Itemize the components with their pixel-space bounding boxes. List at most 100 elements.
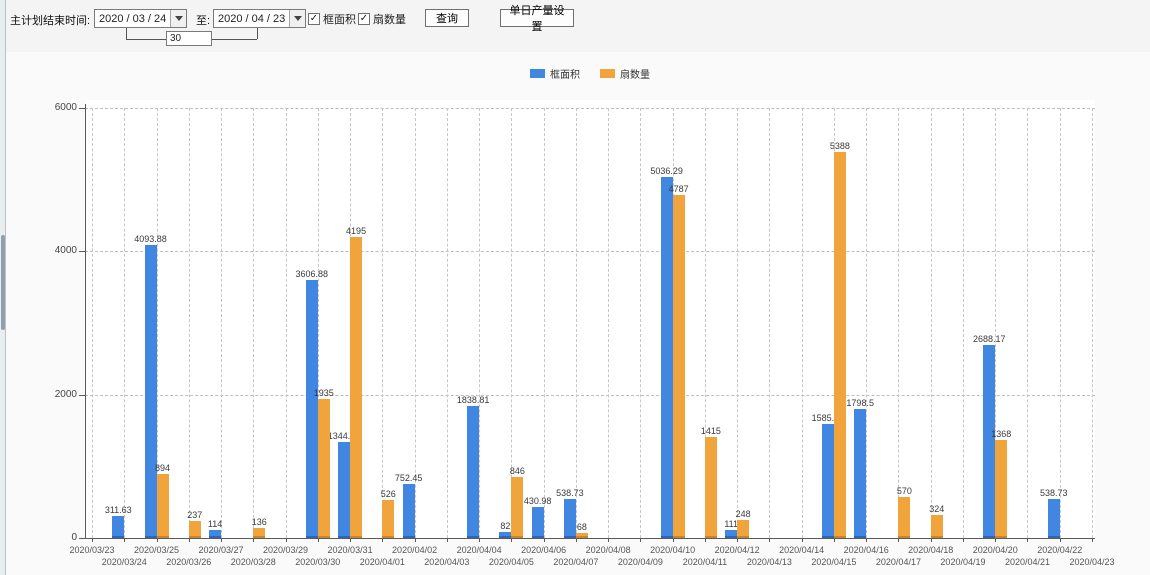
x-axis-tick [285,538,287,542]
gridline-vertical [317,108,319,538]
bar-frame-area [660,177,673,538]
checkbox-sash-count-label: 扇数量 [373,14,406,26]
connector-line [126,28,127,39]
x-axis-tick [414,538,416,542]
x-axis-tick [769,538,771,542]
gridline-vertical [769,108,771,538]
date-from-picker[interactable]: 2020 / 03 / 24 [94,9,187,28]
x-axis-label: 2020/03/23 [69,545,115,555]
bar-sash-count [930,514,943,538]
date-from-dropdown-button[interactable] [170,10,186,27]
bar-sash-count [995,439,1008,538]
x-axis-label: 2020/04/16 [843,545,889,555]
bar-value-label: 430.98 [523,496,552,507]
x-axis-tick [801,538,803,542]
bar-value-label: 237 [187,510,203,520]
x-axis-label: 2020/04/01 [359,557,405,567]
x-axis-tick [446,538,448,542]
bar-frame-area [499,532,512,538]
x-axis-tick [124,538,126,542]
x-axis-tick [1059,538,1061,542]
x-axis-tick [479,538,481,542]
panel-splitter-thumb[interactable] [1,235,5,330]
gridline-vertical [962,108,964,538]
x-axis-label: 2020/04/05 [488,557,534,567]
date-from-value: 2020 / 03 / 24 [99,12,167,25]
y-axis-tick [79,394,85,396]
bar-value-label: 111 [724,519,738,530]
bar-value-label: 894 [155,462,171,473]
bar-frame-area [467,406,480,538]
date-to-dropdown-button[interactable] [289,10,305,27]
bar-value-label: 1798.5 [846,398,874,409]
bar-value-label: 82 [500,521,511,532]
date-to-picker[interactable]: 2020 / 04 / 23 [213,9,306,28]
bar-sash-count [898,497,911,538]
gridline-vertical [285,108,287,538]
bar-frame-area [531,507,544,538]
x-axis-tick [898,538,900,542]
gridline-vertical [1027,108,1029,538]
gridline-vertical [479,108,481,538]
gridline-vertical [704,108,706,538]
bar-sash-count [350,237,363,538]
bar-value-label: 3606.88 [295,268,329,279]
x-axis-label: 2020/03/31 [327,545,373,555]
bar-frame-area [209,529,222,538]
x-axis-tick [737,538,739,542]
bar-sash-count [704,436,717,538]
left-panel-edge [0,0,6,575]
bar-sash-count [575,533,588,538]
bar-value-label: 538.73 [556,488,584,499]
bar-sash-count [737,520,750,538]
x-axis-tick [253,538,255,542]
bar-value-label: 538.73 [1039,488,1068,499]
bar-value-label: 5036.29 [650,166,683,177]
x-axis-label: 2020/04/09 [617,557,663,567]
chart-legend: 框面积 扇数量 [85,65,1095,81]
gridline-vertical [543,108,545,538]
legend-swatch-blue [530,68,545,78]
legend-item-sash-count: 扇数量 [600,66,650,81]
query-button[interactable]: 查询 [425,9,469,27]
x-axis-label: 2020/03/29 [263,545,309,555]
gridline-vertical [737,108,739,538]
x-axis-label: 2020/03/30 [295,557,341,567]
gridline-vertical [382,108,384,538]
bar-value-label: 4093.88 [134,233,167,244]
bar-frame-area [854,409,867,538]
checkbox-sash-count[interactable]: ✓ 扇数量 [358,11,406,27]
bar-sash-count [156,473,169,538]
bar-value-label: 752.45 [394,473,423,484]
bar-frame-area [563,499,576,538]
y-axis-label: 0 [71,532,77,543]
x-axis-label: 2020/03/27 [198,545,244,555]
gridline-vertical [188,108,190,538]
bar-frame-area [305,279,318,538]
gridline-vertical [221,108,223,538]
to-label: 至: [196,15,211,27]
x-axis-label: 2020/04/13 [746,557,792,567]
gridline-vertical [446,108,448,538]
checkbox-checked-icon: ✓ [358,13,370,25]
bar-value-label: 5388 [829,140,850,151]
y-axis-label: 6000 [54,102,77,113]
x-axis-tick [350,538,352,542]
days-between-input[interactable]: 30 [166,31,212,46]
gridline-vertical [92,108,93,538]
gridline-vertical [640,108,642,538]
checkbox-frame-area[interactable]: ✓ 框面积 [308,11,356,27]
x-axis-label: 2020/04/10 [650,545,696,555]
gridline-vertical [608,108,610,538]
x-axis-tick [608,538,610,542]
bar-value-label: 526 [380,489,396,500]
connector-line [257,28,258,39]
gridline-vertical [124,108,126,538]
gridline-vertical [575,108,577,538]
daily-output-settings-button[interactable]: 单日产量设置 [500,5,574,33]
bar-value-label: 1935 [313,388,334,399]
bar-value-label: 4195 [346,226,367,237]
checkbox-checked-icon: ✓ [308,13,320,25]
x-axis-tick [704,538,706,542]
gridline-vertical [995,108,997,538]
